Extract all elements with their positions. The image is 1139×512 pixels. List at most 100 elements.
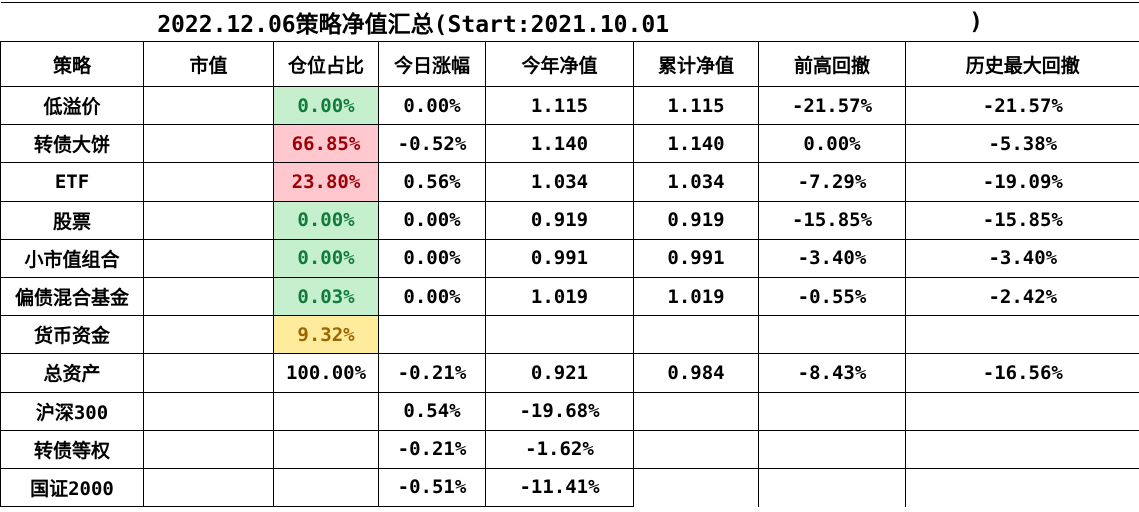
cumulative-nav-cell: 0.919 [633,200,759,240]
drawdown-from-high-cell: 0.00% [758,124,906,163]
market-value-cell [143,429,274,469]
position-ratio-cell: 100.00% [273,353,379,392]
drawdown-from-high-cell: -21.57% [758,85,906,125]
strategy-name-cell: 国证2000 [0,467,144,508]
cumulative-nav-cell [633,391,759,431]
strategy-name-cell: 股票 [0,200,144,240]
today-change-cell: 0.00% [378,200,486,240]
ytd-nav-cell: -11.41% [485,467,634,508]
today-change-cell: 0.00% [378,85,486,125]
table-row: 总资产 100.00% -0.21% 0.921 0.984 -8.43% -16.56% [0,353,1139,392]
ytd-nav-cell: -19.68% [485,391,634,431]
today-change-cell: -0.21% [378,353,486,392]
ytd-nav-cell: 0.991 [485,238,634,278]
drawdown-from-high-cell: -3.40% [758,238,906,278]
market-value-cell [143,467,274,508]
market-value-cell [143,276,274,316]
strategy-name-cell: 总资产 [0,353,144,392]
header-market-value: 市值 [143,41,274,87]
today-change-cell: 0.00% [378,238,486,278]
strategy-name-cell: 转债等权 [0,429,144,469]
drawdown-from-high-cell [758,467,906,507]
drawdown-from-high-cell [758,391,906,431]
market-value-cell [143,238,274,278]
today-change-cell: -0.21% [378,429,486,469]
ytd-nav-cell: 1.034 [485,162,634,202]
max-drawdown-cell: -15.85% [904,200,1139,240]
position-ratio-cell: 0.03% [273,276,379,316]
market-value-cell [143,85,274,125]
position-ratio-cell: 0.00% [273,200,379,240]
header-position-ratio: 仓位占比 [273,41,379,87]
strategy-name-cell: 小市值组合 [0,238,144,278]
drawdown-from-high-cell: -15.85% [758,200,906,240]
ytd-nav-cell: 1.019 [485,276,634,316]
max-drawdown-cell: -3.40% [904,238,1139,278]
today-change-cell: 0.56% [378,162,486,202]
strategy-name-cell: 货币资金 [0,315,144,354]
max-drawdown-cell: -21.57% [904,85,1139,125]
today-change-cell: 0.00% [378,276,486,316]
max-drawdown-cell [904,467,1139,507]
table-row: 货币资金 9.32% [0,315,1139,354]
title-row: 2022.12.06策略净值汇总(Start:2021.10.01 ) [0,2,1139,42]
header-max-drawdown: 历史最大回撤 [904,41,1139,87]
cumulative-nav-cell [633,429,759,469]
max-drawdown-cell: -16.56% [904,353,1139,392]
market-value-cell [143,315,274,354]
header-strategy: 策略 [0,41,144,87]
table-row: 偏债混合基金 0.03% 0.00% 1.019 1.019 -0.55% -2.42% [0,276,1139,316]
max-drawdown-cell: -2.42% [904,276,1139,316]
market-value-cell [143,391,274,431]
today-change-cell: 0.54% [378,391,486,431]
drawdown-from-high-cell: -0.55% [758,276,906,316]
strategy-name-cell: 沪深300 [0,391,144,431]
ytd-nav-cell: 1.140 [485,124,634,163]
max-drawdown-cell [904,315,1139,354]
header-ytd-nav: 今年净值 [485,41,634,87]
table-row: 转债大饼 66.85% -0.52% 1.140 1.140 0.00% -5.38% [0,124,1139,163]
drawdown-from-high-cell [758,429,906,469]
today-change-cell: -0.52% [378,124,486,163]
market-value-cell [143,162,274,202]
position-ratio-cell [273,429,379,469]
ytd-nav-cell: 1.115 [485,85,634,125]
title-close-paren: ) [969,9,983,35]
title-spacer [669,22,969,23]
max-drawdown-cell: -5.38% [904,124,1139,163]
strategy-name-cell: 低溢价 [0,85,144,125]
market-value-cell [143,353,274,392]
header-today-change: 今日涨幅 [378,41,486,87]
position-ratio-cell: 9.32% [273,315,379,354]
cumulative-nav-cell: 1.034 [633,162,759,202]
table-row: ETF 23.80% 0.56% 1.034 1.034 -7.29% -19.09% [0,162,1139,202]
table-row: 股票 0.00% 0.00% 0.919 0.919 -15.85% -15.85% [0,200,1139,240]
strategy-name-cell: 偏债混合基金 [0,276,144,316]
max-drawdown-cell [904,429,1139,469]
max-drawdown-cell: -19.09% [904,162,1139,202]
position-ratio-cell: 23.80% [273,162,379,202]
position-ratio-cell: 0.00% [273,238,379,278]
drawdown-from-high-cell: -8.43% [758,353,906,392]
cumulative-nav-cell: 0.984 [633,353,759,392]
ytd-nav-cell [485,315,634,354]
strategy-name-cell: 转债大饼 [0,124,144,163]
position-ratio-cell: 66.85% [273,124,379,163]
table-row: 沪深300 0.54% -19.68% [0,391,1139,431]
cumulative-nav-cell: 1.140 [633,124,759,163]
strategy-name-cell: ETF [0,162,144,202]
table-body: 低溢价 0.00% 0.00% 1.115 1.115 -21.57% -21.57% 转债大… [0,85,1139,508]
table-row: 低溢价 0.00% 0.00% 1.115 1.115 -21.57% -21.57% [0,85,1139,125]
table-row: 国证2000 -0.51% -11.41% [0,467,1139,508]
position-ratio-cell: 0.00% [273,85,379,125]
cumulative-nav-cell: 1.115 [633,85,759,125]
max-drawdown-cell [904,391,1139,431]
header-cumulative-nav: 累计净值 [633,41,759,87]
position-ratio-cell [273,467,379,508]
table-row: 小市值组合 0.00% 0.00% 0.991 0.991 -3.40% -3.40% [0,238,1139,278]
title-text: 2022.12.06策略净值汇总(Start:2021.10.01 [157,12,670,38]
market-value-cell [143,200,274,240]
ytd-nav-cell: -1.62% [485,429,634,469]
drawdown-from-high-cell: -7.29% [758,162,906,202]
